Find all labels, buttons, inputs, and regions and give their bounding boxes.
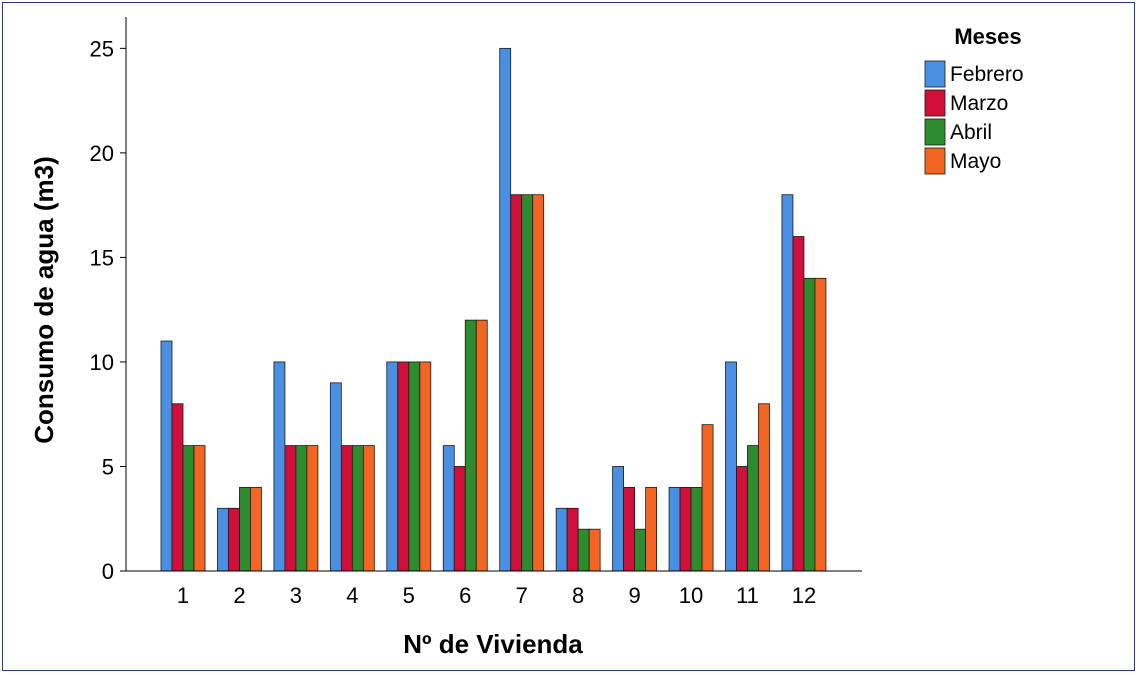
- bar-abril-4: [351, 445, 364, 572]
- bar-marzo-6: [453, 466, 466, 572]
- x-tick-label: 8: [572, 583, 584, 608]
- bar-febrero-11: [725, 361, 737, 572]
- x-tick-label: 9: [628, 583, 640, 608]
- bar-marzo-7: [510, 194, 523, 572]
- bar-febrero-12: [781, 194, 794, 572]
- bar-mayo-5: [419, 361, 432, 572]
- legend-swatch-febrero: [924, 60, 946, 88]
- y-tick-label: 10: [90, 350, 114, 375]
- bar-febrero-6: [442, 445, 455, 572]
- bar-mayo-6: [475, 319, 488, 572]
- x-tick-label: 7: [516, 583, 528, 608]
- bar-abril-2: [239, 486, 251, 572]
- x-axis-title: Nº de Vivienda: [403, 629, 583, 659]
- bar-abril-12: [803, 277, 816, 572]
- x-tick-label: 6: [459, 583, 471, 608]
- bar-marzo-9: [623, 486, 635, 572]
- bar-marzo-3: [284, 445, 297, 572]
- legend-swatch-mayo: [924, 147, 946, 175]
- bar-mayo-7: [532, 194, 545, 572]
- bar-mayo-8: [588, 528, 601, 572]
- bar-febrero-8: [555, 507, 568, 572]
- bar-marzo-12: [792, 236, 805, 572]
- legend-label-marzo: Marzo: [950, 92, 1008, 115]
- legend-label-febrero: Febrero: [950, 63, 1024, 86]
- bar-mayo-12: [814, 277, 827, 572]
- bar-abril-10: [690, 486, 703, 572]
- x-tick-label: 2: [233, 583, 245, 608]
- legend-swatch-abril: [924, 118, 946, 146]
- y-tick-label: 0: [102, 559, 114, 584]
- bar-febrero-7: [499, 47, 512, 572]
- bar-marzo-2: [228, 507, 240, 572]
- x-tick-label: 5: [403, 583, 415, 608]
- bar-abril-9: [634, 528, 646, 572]
- bar-febrero-10: [668, 486, 681, 572]
- bar-abril-11: [747, 445, 759, 572]
- bar-marzo-4: [340, 445, 353, 572]
- x-tick-label: 4: [346, 583, 358, 608]
- bar-abril-6: [464, 319, 477, 572]
- y-axis-ticks: 0 5 10 15 20 25: [90, 36, 126, 584]
- legend-label-abril: Abril: [950, 121, 992, 144]
- y-tick-label: 25: [90, 36, 114, 61]
- bar-febrero-3: [273, 361, 286, 572]
- bar-mayo-9: [645, 486, 657, 572]
- bar-abril-1: [182, 445, 195, 572]
- bar-febrero-5: [386, 361, 399, 572]
- legend: Meses Febrero Marzo Abril Mayo: [924, 24, 1024, 175]
- legend-swatch-marzo: [924, 89, 946, 117]
- bar-marzo-11: [736, 466, 748, 572]
- axes-layer: [125, 17, 862, 572]
- bar-abril-7: [521, 194, 534, 572]
- legend-items: Febrero Marzo Abril Mayo: [924, 60, 1024, 175]
- legend-title: Meses: [954, 24, 1021, 49]
- bar-mayo-10: [701, 424, 714, 572]
- bar-febrero-2: [217, 507, 229, 572]
- x-tick-label: 10: [679, 583, 703, 608]
- x-tick-label: 11: [736, 583, 759, 608]
- bar-mayo-1: [193, 445, 206, 572]
- bar-marzo-10: [679, 486, 692, 572]
- bar-mayo-11: [758, 403, 770, 572]
- bar-mayo-4: [362, 445, 375, 572]
- bar-marzo-1: [171, 403, 184, 572]
- bar-febrero-9: [612, 466, 624, 572]
- x-tick-label: 1: [177, 583, 189, 608]
- y-tick-label: 5: [102, 454, 114, 479]
- y-tick-label: 20: [90, 141, 114, 166]
- bar-marzo-8: [566, 507, 579, 572]
- bar-abril-8: [577, 528, 590, 572]
- bar-mayo-3: [306, 445, 319, 572]
- bar-abril-3: [295, 445, 308, 572]
- x-tick-label: 12: [792, 583, 816, 608]
- y-tick-label: 15: [90, 245, 114, 270]
- bar-mayo-2: [250, 486, 262, 572]
- legend-label-mayo: Mayo: [950, 150, 1001, 173]
- y-axis-title: Consumo de agua (m3): [29, 156, 59, 443]
- bar-febrero-4: [329, 382, 342, 572]
- bars-layer: [160, 47, 827, 572]
- bar-abril-5: [408, 361, 421, 572]
- bar-febrero-1: [160, 340, 173, 572]
- bar-marzo-5: [397, 361, 410, 572]
- x-tick-label: 3: [290, 583, 302, 608]
- x-axis-ticks: 1 2 3 4 5 6 7 8 9 10 11 12: [177, 583, 816, 608]
